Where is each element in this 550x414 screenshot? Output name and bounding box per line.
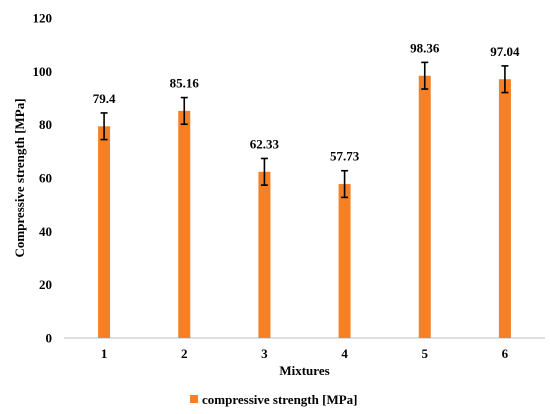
data-label: 85.16 (170, 76, 200, 91)
data-label: 62.33 (250, 136, 280, 151)
legend: compressive strength [MPa] (190, 392, 358, 407)
y-tick-label: 120 (33, 11, 53, 26)
error-bar (341, 169, 349, 199)
y-tick-label: 20 (39, 277, 52, 292)
error-bar (100, 112, 108, 141)
y-tick-label: 60 (39, 171, 52, 186)
y-tick-label: 40 (39, 224, 52, 239)
x-tick-label: 4 (341, 346, 348, 361)
bar (418, 75, 431, 338)
data-labels: 79.4 85.16 62.33 57.73 98.36 97.04 (93, 40, 520, 163)
data-label: 79.4 (93, 91, 116, 106)
legend-label: compressive strength [MPa] (202, 392, 358, 407)
error-bar (180, 96, 188, 126)
y-axis-ticks: 0 20 40 60 80 100 120 (33, 11, 53, 346)
legend-swatch (190, 395, 198, 403)
x-tick-label: 1 (101, 346, 108, 361)
bar (338, 184, 351, 338)
y-tick-label: 0 (46, 331, 53, 346)
x-tick-label: 5 (422, 346, 429, 361)
bar (178, 110, 191, 338)
data-label: 97.04 (490, 44, 520, 59)
x-tick-label: 3 (261, 346, 268, 361)
error-bar (501, 65, 509, 94)
x-axis-ticks: 1 2 3 4 5 6 (101, 346, 509, 361)
x-tick-label: 6 (502, 346, 509, 361)
error-bar (421, 61, 429, 90)
error-bar (260, 157, 268, 186)
x-tick-label: 2 (181, 346, 188, 361)
bars (98, 75, 511, 339)
bar (498, 79, 511, 338)
error-bars (100, 61, 509, 199)
y-tick-label: 80 (39, 117, 52, 132)
data-label: 98.36 (410, 40, 440, 55)
y-tick-label: 100 (33, 64, 53, 79)
data-label: 57.73 (330, 149, 360, 164)
bar (98, 126, 111, 339)
x-axis-title: Mixtures (279, 363, 329, 378)
y-axis-title: Compressive strength [MPa] (12, 98, 27, 257)
bar (258, 171, 271, 338)
